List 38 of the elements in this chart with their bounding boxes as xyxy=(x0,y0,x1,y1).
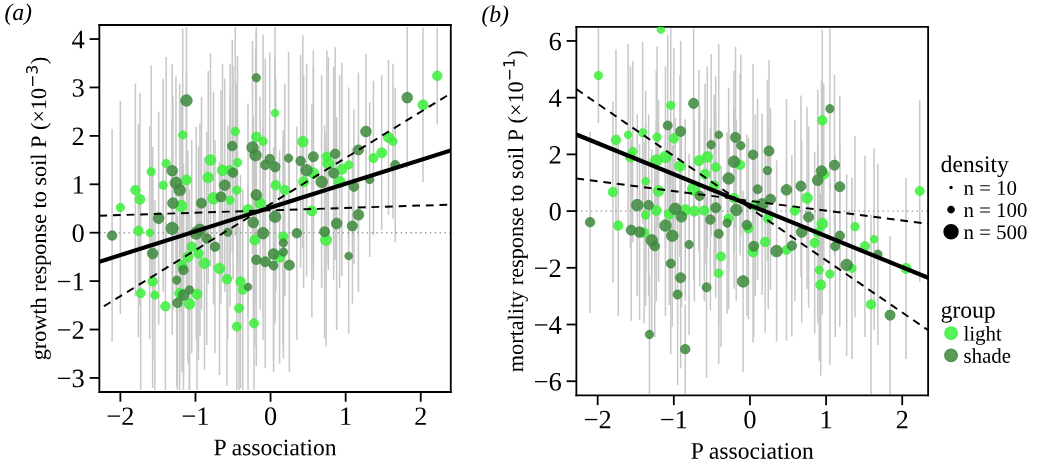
x-tick-label: 1 xyxy=(821,410,832,429)
legend-label: shade xyxy=(964,348,1011,363)
x-tick-label: 2 xyxy=(896,410,908,429)
text: density xyxy=(941,155,1009,178)
y-tick-label: −2 xyxy=(58,321,84,339)
x-axis-title: P association xyxy=(691,443,814,459)
y-tick-label: −2 xyxy=(535,259,561,277)
y-tick-label: −3 xyxy=(58,369,84,388)
x-tick-label: 0 xyxy=(264,407,277,426)
y-tick-label: 3 xyxy=(72,79,84,97)
x-tick-label: 0 xyxy=(744,410,756,429)
chart-title: (a) xyxy=(5,3,32,25)
y-tick-label: 0 xyxy=(549,202,561,221)
x-axis-title: P association xyxy=(214,439,337,456)
legend-label: light xyxy=(963,326,1002,345)
y-tick-label: −1 xyxy=(58,272,84,291)
legend-title: group xyxy=(941,305,995,323)
chart-title: (b) xyxy=(482,5,509,27)
x-tick-label: 2 xyxy=(415,407,426,425)
y-tick-label: 1 xyxy=(73,176,84,194)
y-axis-title: growth response to soil P (×10$^{−3}$) xyxy=(26,57,51,360)
x-tick-label: −1 xyxy=(661,410,687,429)
x-tick-label: −2 xyxy=(107,407,133,425)
y-tick-label: 2 xyxy=(549,146,561,164)
y-tick-label: 0 xyxy=(72,224,84,243)
y-tick-label: 2 xyxy=(72,127,84,146)
y-tick-label: 4 xyxy=(549,89,562,107)
y-tick-label: 6 xyxy=(549,32,561,51)
legend-label: n = 100 xyxy=(964,203,1027,218)
y-tick-label: 4 xyxy=(72,30,85,49)
legend-label: n = 500 xyxy=(964,225,1027,240)
x-tick-label: −1 xyxy=(182,407,208,425)
legend-label: n = 10 xyxy=(964,180,1017,195)
x-tick-label: 1 xyxy=(341,407,351,425)
y-tick-label: −4 xyxy=(535,316,562,334)
y-axis-title: mortality response to soil P (×10$^{−1}$) xyxy=(503,51,528,372)
y-tick-label: −6 xyxy=(535,372,561,391)
x-tick-label: −2 xyxy=(584,410,611,429)
